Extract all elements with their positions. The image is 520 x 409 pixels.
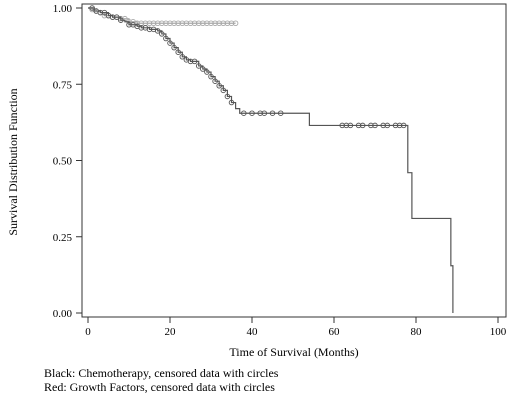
- censor-marker-chemotherapy: [195, 63, 202, 69]
- y-tick-label: 0.25: [53, 232, 73, 244]
- censor-marker-chemotherapy: [396, 122, 403, 129]
- censor-marker-growth-factors: [208, 20, 214, 27]
- censor-marker-growth-factors: [232, 20, 239, 27]
- x-tick-label: 20: [165, 326, 177, 338]
- censor-marker-chemotherapy: [126, 22, 132, 28]
- censor-marker-chemotherapy: [216, 83, 222, 89]
- censor-marker-chemotherapy: [249, 110, 255, 116]
- censor-marker-growth-factors: [146, 20, 153, 27]
- censor-marker-growth-factors: [216, 20, 222, 27]
- censor-marker-chemotherapy: [228, 99, 235, 106]
- censor-marker-chemotherapy: [355, 122, 362, 129]
- censor-marker-chemotherapy: [175, 49, 181, 55]
- y-tick-label: 0.00: [53, 308, 73, 320]
- censor-marker-chemotherapy: [380, 122, 386, 129]
- censor-marker-growth-factors: [195, 20, 202, 27]
- y-tick-label: 1.00: [53, 3, 73, 15]
- censor-marker-chemotherapy: [89, 5, 95, 11]
- censor-marker-chemotherapy: [146, 26, 153, 33]
- note-chemotherapy: Black: Chemotherapy, censored data with …: [44, 366, 279, 380]
- censor-marker-growth-factors: [154, 20, 161, 27]
- censor-marker-chemotherapy: [138, 25, 145, 31]
- censor-marker-chemotherapy: [220, 87, 227, 94]
- censor-marker-chemotherapy: [339, 122, 345, 129]
- censor-marker-growth-factors: [150, 20, 157, 27]
- censor-marker-growth-factors: [220, 20, 227, 27]
- censor-marker-growth-factors: [183, 20, 190, 27]
- censor-marker-chemotherapy: [400, 122, 407, 129]
- censor-marker-chemotherapy: [204, 69, 210, 75]
- censor-marker-chemotherapy: [257, 110, 263, 116]
- y-axis-title: Survival Distribution Function: [6, 88, 20, 235]
- censor-marker-chemotherapy: [118, 17, 124, 23]
- x-tick-label: 80: [411, 326, 423, 338]
- censor-marker-chemotherapy: [101, 9, 108, 16]
- series-layer: [88, 5, 454, 313]
- censor-marker-chemotherapy: [159, 31, 165, 37]
- x-tick-label: 40: [247, 326, 259, 338]
- censor-marker-chemotherapy: [343, 122, 350, 129]
- censor-marker-chemotherapy: [154, 28, 161, 34]
- censor-marker-growth-factors: [175, 20, 181, 27]
- y-tick-label: 0.50: [53, 156, 73, 168]
- censor-marker-growth-factors: [179, 20, 186, 27]
- x-tick-label: 60: [329, 326, 341, 338]
- x-axis-title: Time of Survival (Months): [229, 345, 358, 359]
- censor-marker-growth-factors: [159, 20, 165, 27]
- censor-marker-growth-factors: [191, 20, 198, 27]
- censor-marker-growth-factors: [187, 20, 194, 27]
- censor-marker-chemotherapy: [109, 14, 116, 20]
- censor-marker-growth-factors: [101, 12, 108, 19]
- censor-marker-chemotherapy: [241, 110, 247, 116]
- y-tick-label: 0.75: [53, 79, 73, 91]
- censor-marker-chemotherapy: [191, 58, 198, 65]
- series-line-chemotherapy: [88, 7, 454, 313]
- x-axis: 0 20 40 60 80 100: [85, 317, 507, 338]
- censor-marker-growth-factors: [228, 20, 235, 27]
- censor-marker-growth-factors: [212, 20, 218, 27]
- y-axis: 0.00 0.25 0.50 0.75 1.00: [53, 3, 82, 320]
- censor-marker-chemotherapy: [113, 14, 120, 20]
- x-tick-label: 0: [85, 326, 91, 338]
- note-growth-factors: Red: Growth Factors, censored data with …: [44, 380, 275, 394]
- plot-frame: [81, 3, 507, 318]
- censor-marker-growth-factors: [200, 20, 206, 27]
- censor-marker-growth-factors: [204, 20, 210, 27]
- censor-marker-chemotherapy: [269, 110, 276, 116]
- censor-marker-chemotherapy: [261, 110, 268, 116]
- censor-marker-chemotherapy: [163, 35, 169, 42]
- censor-marker-chemotherapy: [187, 58, 194, 65]
- censor-marker-chemotherapy: [179, 54, 186, 60]
- censor-marker-chemotherapy: [359, 122, 366, 129]
- censor-marker-chemotherapy: [372, 122, 378, 129]
- x-tick-label: 100: [490, 326, 507, 338]
- censor-marker-growth-factors: [163, 20, 169, 27]
- censor-marker-chemotherapy: [384, 122, 391, 129]
- censor-marker-chemotherapy: [368, 122, 374, 129]
- censor-marker-chemotherapy: [392, 122, 399, 129]
- censor-marker-growth-factors: [171, 20, 177, 27]
- censor-marker-chemotherapy: [212, 78, 218, 84]
- censor-marker-chemotherapy: [167, 40, 173, 46]
- censor-marker-chemotherapy: [171, 44, 177, 51]
- censor-marker-chemotherapy: [208, 73, 214, 80]
- censor-marker-chemotherapy: [347, 122, 354, 129]
- censor-marker-growth-factors: [224, 20, 231, 27]
- censor-marker-chemotherapy: [200, 66, 206, 72]
- censor-marker-growth-factors: [167, 20, 173, 27]
- censor-marker-chemotherapy: [277, 110, 284, 116]
- censor-marker-chemotherapy: [97, 9, 104, 16]
- censor-marker-chemotherapy: [224, 93, 231, 100]
